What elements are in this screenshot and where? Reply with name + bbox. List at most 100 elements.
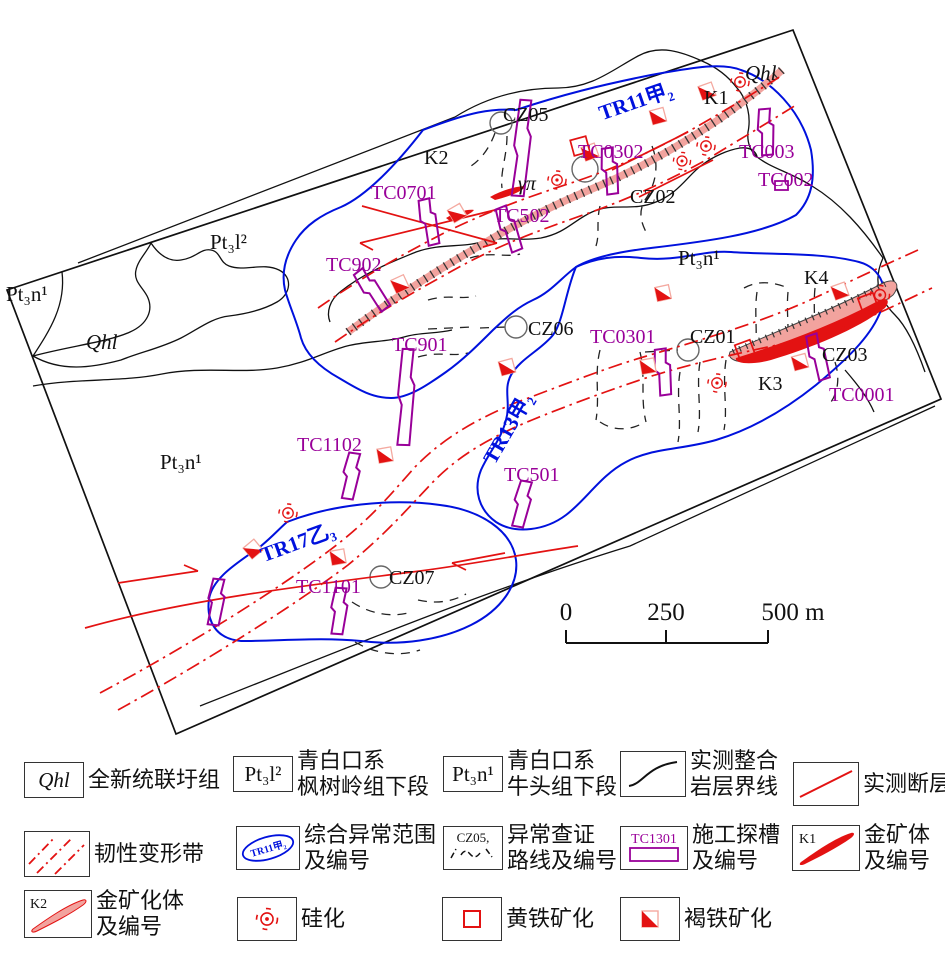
- label-pt3n1-bottom: Pt₃n¹: [160, 450, 202, 474]
- anomaly-tr17-outline: [207, 501, 518, 644]
- label-tc002: TC002: [758, 169, 814, 191]
- legend-item-pyrite: 黄铁矿化: [442, 897, 594, 941]
- scale-tick-250: 250: [647, 599, 685, 626]
- legend-label-line: 综合异常范围: [304, 822, 437, 847]
- legend-item-measured-fault: 实测断层: [793, 762, 945, 806]
- label-tc003: TC003: [739, 141, 795, 163]
- station-cz05: [489, 111, 513, 135]
- legend-item-pt3l2: Pt₃l² 青白口系 枫树岭组下段: [233, 748, 429, 800]
- legend-label-line: 实测整合: [690, 748, 779, 773]
- qh1-unit-box: Qhl: [24, 762, 84, 798]
- contact-line: [339, 147, 758, 293]
- scale-bar: 0 250 500 m: [560, 599, 825, 644]
- scale-tick-0: 0: [560, 599, 573, 626]
- measured-fault-icon: [793, 762, 859, 806]
- mineralized-body-icon-text: K2: [30, 897, 47, 912]
- legend-label-line: 及编号: [304, 848, 371, 873]
- legend-label-line: 施工探槽: [692, 822, 781, 847]
- legend-label-line: 金矿体: [864, 822, 931, 847]
- legend-label-line: 青白口系: [507, 748, 596, 773]
- label-k4: K4: [804, 267, 828, 289]
- route-icon-text: CZ05,: [457, 830, 490, 845]
- legend-item-limonite: 褐铁矿化: [620, 897, 772, 941]
- limonite-icon: [639, 357, 657, 375]
- pyrite-icon: [442, 897, 502, 941]
- pt3l2-unit-box: Pt₃l²: [233, 756, 293, 792]
- label-pt3n1-mid: Pt₃n¹: [678, 246, 720, 270]
- legend-item-silicification: 硅化: [237, 897, 345, 941]
- limonite-icon: [620, 897, 680, 941]
- legend-item-pt3n1: Pt₃n¹ 青白口系 牛头组下段: [443, 748, 617, 800]
- legend-label: 实测断层: [863, 771, 945, 797]
- label-pt3n1-topleft: Pt₃n¹: [6, 282, 48, 306]
- limonite-icon: [790, 352, 810, 372]
- contact-line: [32, 271, 64, 357]
- anomaly-tr13-outline: [476, 250, 886, 531]
- label-tc0302: TC0302: [578, 141, 644, 163]
- legend-label-line: 枫树岭组下段: [297, 774, 430, 799]
- station-cz01: [676, 338, 700, 362]
- limonite-icon: [830, 281, 850, 301]
- conformable-boundary-icon: [620, 751, 686, 797]
- contact-line: [454, 49, 738, 118]
- legend-label-line: 及编号: [692, 848, 759, 873]
- limonite-icon: [648, 106, 668, 126]
- contact-line: [199, 405, 936, 707]
- label-cz06: CZ06: [528, 318, 574, 340]
- anomaly-outlines: [207, 65, 886, 644]
- anomaly-tr11-outline: [282, 65, 814, 400]
- shear-band-north: [345, 66, 785, 336]
- legend-label: 黄铁矿化: [506, 906, 594, 932]
- contact-line: [32, 329, 453, 387]
- anomaly-icon: TR11甲₂: [236, 826, 300, 870]
- map-labels: Qhl K1 CZ05 K2 γπ CZ02 Pt₃l² Pt₃n¹ Qhl P…: [6, 61, 895, 598]
- legend-item-mineralized-body: K2 金矿化体 及编号: [24, 888, 184, 940]
- label-cz03: CZ03: [822, 344, 868, 366]
- legend-label-line: 金矿化体: [96, 888, 185, 913]
- contact-qh1-blob: [31, 241, 290, 368]
- silicification-icon: [696, 136, 716, 156]
- legend-label: 金矿体 及编号: [864, 822, 930, 874]
- label-tc1102: TC1102: [297, 434, 362, 456]
- label-cz01: CZ01: [690, 326, 736, 348]
- label-gamma-pi: γπ: [518, 173, 537, 195]
- silicification-icon: [237, 897, 297, 941]
- limonite-icon: [497, 357, 517, 377]
- contact-line: [77, 116, 456, 264]
- legend-label-line: 褐铁矿化: [684, 906, 773, 931]
- legend-label: 综合异常范围 及编号: [304, 822, 436, 874]
- contact-line: [736, 87, 884, 259]
- map-canvas: Qhl K1 CZ05 K2 γπ CZ02 Pt₃l² Pt₃n¹ Qhl P…: [5, 28, 943, 736]
- survey-route-lines: [351, 132, 839, 655]
- label-k1: K1: [704, 87, 728, 109]
- contact-line: [877, 257, 926, 373]
- trench-icon-text: TC1301: [631, 832, 677, 847]
- label-tc501: TC501: [504, 464, 560, 486]
- trench-icon: TC1301: [620, 826, 688, 870]
- ore-body-icon: K1: [792, 825, 860, 871]
- silicification-icon: [672, 151, 692, 171]
- limonite-icon: [376, 446, 394, 464]
- trench-tc901: [395, 347, 417, 447]
- legend-label-line: 实测断层: [863, 771, 945, 796]
- label-tc1101: TC1101: [296, 576, 361, 598]
- pt3n1-unit-box: Pt₃n¹: [443, 756, 503, 792]
- legend-label: 金矿化体 及编号: [96, 888, 184, 940]
- silicification-icon: [707, 373, 727, 393]
- legend-item-anomaly: TR11甲₂ 综合异常范围 及编号: [236, 822, 436, 874]
- legend: Qhl 全新统联圩组 Pt₃l² 青白口系 枫树岭组下段 Pt₃n¹ 青白口系 …: [0, 745, 945, 963]
- contact-line: [327, 291, 341, 323]
- ductile-band-icon: [24, 831, 90, 877]
- legend-label: 施工探槽 及编号: [692, 822, 780, 874]
- verification-route-icon: CZ05,: [443, 826, 503, 870]
- legend-item-conformable-boundary: 实测整合 岩层界线: [620, 748, 778, 800]
- scale-bar-line: [565, 630, 769, 644]
- legend-label: 实测整合 岩层界线: [690, 748, 778, 800]
- ductile-band-lines: [99, 75, 933, 711]
- legend-label-line: 韧性变形带: [94, 841, 205, 866]
- trench-tc501: [509, 478, 535, 530]
- legend-label: 青白口系 枫树岭组下段: [297, 748, 429, 800]
- legend-label-line: 硅化: [301, 906, 346, 931]
- map-boundary: [5, 28, 943, 736]
